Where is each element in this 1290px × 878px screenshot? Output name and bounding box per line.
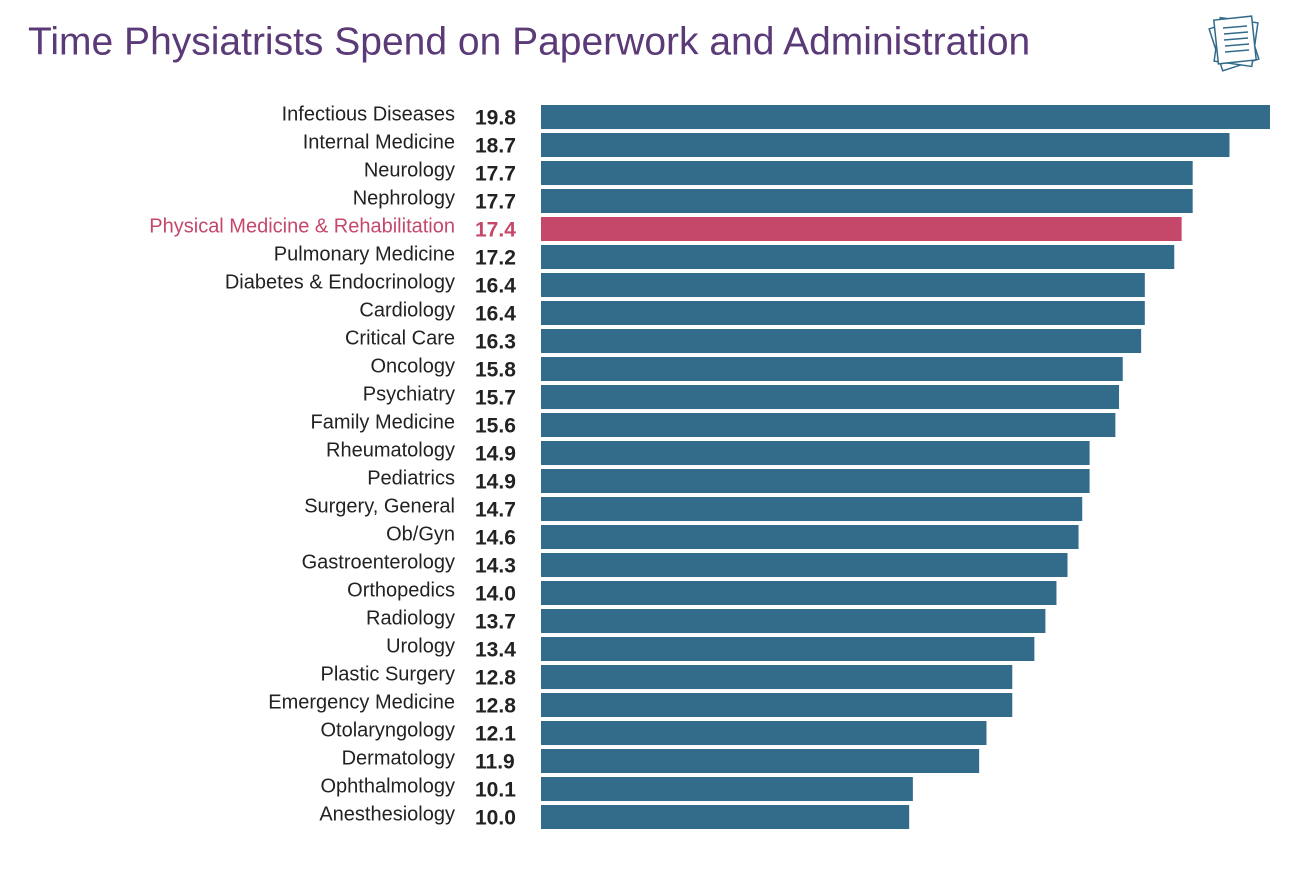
value-label: 12.1 xyxy=(475,723,516,746)
category-label: Orthopedics xyxy=(347,579,455,601)
category-label: Family Medicine xyxy=(311,411,455,433)
category-label: Emergency Medicine xyxy=(268,691,455,713)
bar xyxy=(541,161,1193,185)
category-label: Oncology xyxy=(371,355,456,377)
value-label: 16.3 xyxy=(475,331,516,354)
category-label: Radiology xyxy=(366,607,455,629)
bar xyxy=(541,581,1057,605)
value-label: 17.7 xyxy=(475,163,516,186)
category-label: Rheumatology xyxy=(326,439,455,461)
category-label: Plastic Surgery xyxy=(321,663,456,685)
value-label: 14.7 xyxy=(475,499,516,522)
value-label: 19.8 xyxy=(475,107,516,130)
value-label: 17.4 xyxy=(475,219,516,242)
bar xyxy=(541,133,1230,157)
bar xyxy=(541,777,913,801)
category-label: Psychiatry xyxy=(363,383,455,405)
bar xyxy=(541,637,1035,661)
paperwork-icon xyxy=(1208,15,1260,72)
category-label: Infectious Diseases xyxy=(282,103,455,125)
category-label: Neurology xyxy=(364,159,455,181)
bar xyxy=(541,329,1142,353)
value-label: 14.3 xyxy=(475,555,516,578)
bar xyxy=(541,693,1013,717)
category-label: Internal Medicine xyxy=(303,131,455,153)
value-label: 17.7 xyxy=(475,191,516,214)
category-label: Pediatrics xyxy=(367,467,455,489)
bar xyxy=(541,525,1079,549)
bar xyxy=(541,217,1182,241)
value-label: 16.4 xyxy=(475,275,516,298)
chart-title: Time Physiatrists Spend on Paperwork and… xyxy=(28,20,1030,63)
bar xyxy=(541,413,1116,437)
value-label: 16.4 xyxy=(475,303,516,326)
bar xyxy=(541,805,910,829)
bar xyxy=(541,609,1046,633)
category-label: Otolaryngology xyxy=(320,719,455,741)
value-label: 12.8 xyxy=(475,695,516,718)
value-label: 14.6 xyxy=(475,527,516,550)
bar xyxy=(541,665,1013,689)
category-label: Cardiology xyxy=(359,299,455,321)
category-label: Surgery, General xyxy=(304,495,455,517)
bar xyxy=(541,189,1193,213)
value-label: 13.7 xyxy=(475,611,516,634)
category-label: Pulmonary Medicine xyxy=(274,243,455,265)
category-label: Anesthesiology xyxy=(319,803,455,825)
bar xyxy=(541,469,1090,493)
category-label: Critical Care xyxy=(345,327,455,349)
bar xyxy=(541,721,987,745)
value-label: 12.8 xyxy=(475,667,516,690)
bar xyxy=(541,273,1145,297)
value-label: 15.7 xyxy=(475,387,516,410)
value-label: 11.9 xyxy=(475,751,515,774)
value-label: 15.8 xyxy=(475,359,516,382)
value-label: 15.6 xyxy=(475,415,516,438)
bar xyxy=(541,749,980,773)
category-label: Diabetes & Endocrinology xyxy=(225,271,455,293)
category-label: Physical Medicine & Rehabilitation xyxy=(149,215,455,237)
bar xyxy=(541,301,1145,325)
bar xyxy=(541,105,1270,129)
bar xyxy=(541,497,1083,521)
value-label: 14.9 xyxy=(475,443,516,466)
category-label: Gastroenterology xyxy=(302,551,455,573)
value-label: 18.7 xyxy=(475,135,516,158)
category-label: Dermatology xyxy=(342,747,455,769)
bar xyxy=(541,385,1120,409)
category-label: Nephrology xyxy=(353,187,455,209)
category-label: Urology xyxy=(386,635,455,657)
value-label: 14.0 xyxy=(475,583,516,606)
value-label: 10.0 xyxy=(475,807,516,830)
bar xyxy=(541,245,1175,269)
bar xyxy=(541,357,1123,381)
bar xyxy=(541,441,1090,465)
value-label: 10.1 xyxy=(475,779,516,802)
category-label: Ob/Gyn xyxy=(386,523,455,545)
bar xyxy=(541,553,1068,577)
value-label: 14.9 xyxy=(475,471,516,494)
category-label: Ophthalmology xyxy=(320,775,455,797)
value-label: 13.4 xyxy=(475,639,516,662)
value-label: 17.2 xyxy=(475,247,516,270)
